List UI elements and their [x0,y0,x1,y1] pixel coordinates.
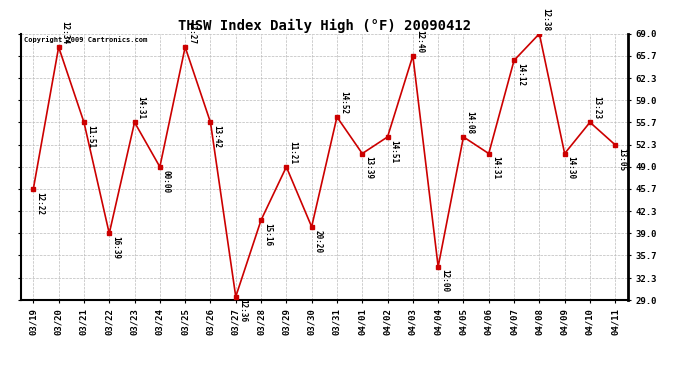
Text: 12:38: 12:38 [542,8,551,31]
Text: 20:20: 20:20 [314,230,323,253]
Text: 14:30: 14:30 [566,156,575,180]
Text: 14:12: 14:12 [516,63,525,86]
Text: 11:51: 11:51 [86,125,95,148]
Text: 12:00: 12:00 [440,270,449,292]
Text: 13:39: 13:39 [364,156,373,180]
Text: 12:40: 12:40 [415,30,424,53]
Text: 13:42: 13:42 [213,125,221,148]
Text: 14:52: 14:52 [339,91,348,114]
Text: 15:16: 15:16 [263,223,272,246]
Text: 12:34: 12:34 [61,21,70,44]
Text: 14:51: 14:51 [390,140,399,163]
Text: 13:05: 13:05 [618,148,627,171]
Text: 00:00: 00:00 [162,170,171,193]
Text: 14:31: 14:31 [137,96,146,120]
Text: 14:31: 14:31 [491,156,500,180]
Text: 12:22: 12:22 [35,192,44,215]
Text: 12:36: 12:36 [238,300,247,322]
Text: 11:21: 11:21 [288,141,297,164]
Text: Copyright 2009 Cartronics.com: Copyright 2009 Cartronics.com [23,36,147,44]
Text: 12:27: 12:27 [187,21,196,44]
Text: 13:23: 13:23 [592,96,601,120]
Title: THSW Index Daily High (°F) 20090412: THSW Index Daily High (°F) 20090412 [178,18,471,33]
Text: 16:39: 16:39 [111,236,120,260]
Text: 14:08: 14:08 [466,111,475,134]
